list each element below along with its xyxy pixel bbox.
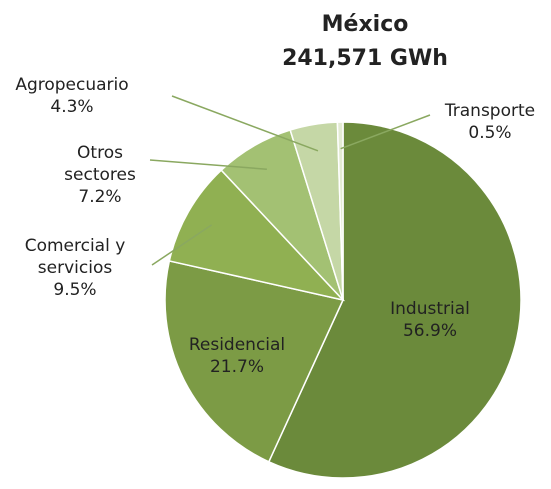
leader-line	[151, 224, 213, 266]
category-label: Comercial y servicios	[24, 236, 126, 278]
value-label: 7.2%	[78, 187, 122, 207]
leader-line	[340, 114, 431, 150]
leader-line	[149, 159, 267, 170]
chart-subtitle: 241,571 GWh	[282, 46, 448, 71]
value-label: 56.9%	[402, 321, 457, 341]
category-label: Agropecuario	[15, 75, 129, 95]
leader-line	[171, 95, 319, 152]
pie-slice	[168, 169, 346, 302]
pie-slice	[336, 121, 344, 301]
pie-slice	[267, 121, 522, 479]
value-label: 9.5%	[53, 280, 97, 300]
category-label: Otros sectores	[64, 143, 136, 185]
value-label: 4.3%	[50, 97, 94, 117]
pie-slice	[164, 260, 345, 463]
category-label: Residencial	[188, 335, 286, 355]
value-label: 0.5%	[468, 123, 512, 143]
category-label: Industrial	[390, 299, 470, 319]
category-label: Transporte	[444, 101, 536, 121]
value-label: 21.7%	[209, 357, 264, 377]
chart-title: México	[321, 12, 409, 37]
